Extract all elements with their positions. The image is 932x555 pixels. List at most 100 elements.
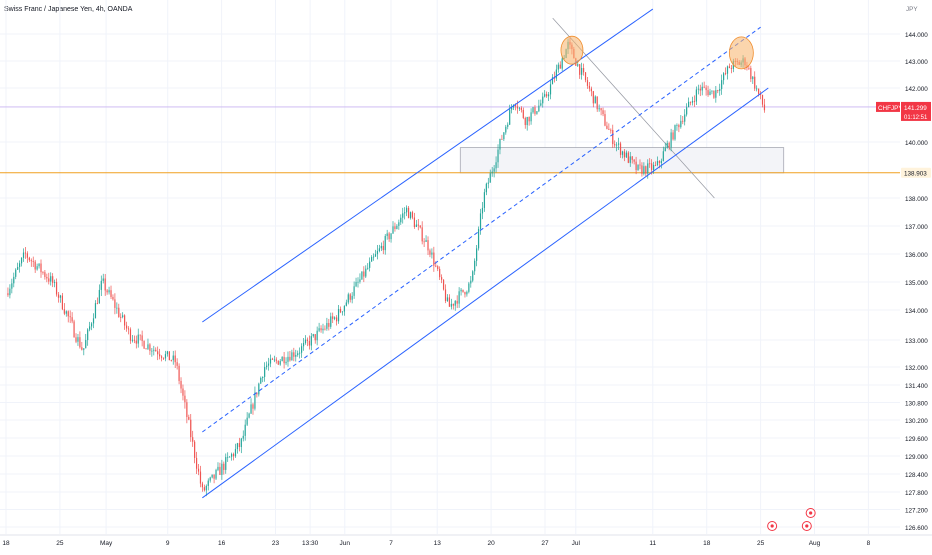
candle-body xyxy=(160,356,163,358)
candle-body xyxy=(474,260,476,272)
candle-body xyxy=(518,107,521,109)
candle-body xyxy=(557,64,559,70)
candle-body xyxy=(433,252,435,266)
candle-body xyxy=(647,163,649,174)
candle-body xyxy=(627,152,629,163)
candle-body xyxy=(155,349,157,352)
candle-body xyxy=(135,340,137,344)
candle-body xyxy=(419,225,421,228)
candle-body xyxy=(528,117,530,122)
candle-body xyxy=(551,77,554,85)
candle-body xyxy=(728,66,731,69)
candle-body xyxy=(723,73,725,81)
candle-body xyxy=(476,248,478,261)
candle-body xyxy=(36,266,38,270)
candle-body xyxy=(380,245,382,249)
candle-body xyxy=(614,144,616,146)
candle-body xyxy=(361,271,363,280)
candle-body xyxy=(386,233,388,236)
candle-body xyxy=(590,88,592,92)
x-tick-label: Jun xyxy=(340,540,351,547)
candle-body xyxy=(65,311,67,314)
candle-body xyxy=(207,480,209,486)
candle-body xyxy=(538,105,540,112)
candle-body xyxy=(320,328,322,331)
candle-body xyxy=(633,159,635,162)
candle-body xyxy=(147,344,149,349)
candle-body xyxy=(582,67,585,73)
candle-body xyxy=(468,283,470,292)
y-tick-label: 134.000 xyxy=(905,308,928,315)
x-tick-label: 11 xyxy=(649,540,656,547)
y-tick-label: 127.200 xyxy=(905,508,928,515)
candle-body xyxy=(61,295,64,310)
candle-body xyxy=(277,360,279,365)
candle-body xyxy=(688,101,690,108)
candle-body xyxy=(285,361,287,364)
candle-body xyxy=(131,339,134,341)
candle-body xyxy=(610,129,612,131)
candle-body xyxy=(678,125,680,128)
y-tick-label: 140.000 xyxy=(905,140,928,147)
channel-mid-line xyxy=(202,26,761,433)
candle-body xyxy=(100,280,102,290)
candle-body xyxy=(87,329,89,341)
candle-body xyxy=(258,383,260,395)
candle-body xyxy=(75,337,77,342)
candle-body xyxy=(625,152,627,158)
candle-body xyxy=(201,483,204,488)
candle-body xyxy=(707,90,709,96)
candle-body xyxy=(30,260,32,262)
candle-body xyxy=(697,88,699,90)
y-tick-label: 131.400 xyxy=(905,383,928,390)
x-tick-label: 23 xyxy=(272,540,280,547)
candle-body xyxy=(367,267,369,269)
candle-body xyxy=(34,261,36,270)
candle-body xyxy=(616,144,618,146)
candle-body xyxy=(299,352,301,354)
candle-body xyxy=(617,143,620,145)
candle-body xyxy=(137,334,139,344)
candle-body xyxy=(318,328,320,331)
candle-body xyxy=(431,252,433,255)
candle-body xyxy=(124,315,126,326)
candle-body xyxy=(511,107,513,110)
candle-body xyxy=(483,192,486,208)
candle-body xyxy=(229,456,231,458)
candle-body xyxy=(166,351,169,355)
y-tick-label: 133.000 xyxy=(905,338,928,345)
candle-body xyxy=(754,76,756,89)
candle-body xyxy=(28,257,30,261)
candle-body xyxy=(145,348,147,350)
candle-body xyxy=(651,163,653,170)
candle-body xyxy=(544,94,546,97)
candle-body xyxy=(184,395,186,403)
candle-body xyxy=(406,207,408,213)
candle-body xyxy=(763,104,766,111)
candle-body xyxy=(382,245,384,251)
candle-body xyxy=(652,164,655,170)
candle-body xyxy=(188,417,190,420)
candle-body xyxy=(116,307,118,309)
candle-body xyxy=(287,356,289,362)
candle-body xyxy=(495,162,497,169)
candle-body xyxy=(637,164,639,171)
candle-body xyxy=(503,132,505,140)
candle-body xyxy=(413,217,415,227)
y-tick-label: 128.400 xyxy=(905,472,928,479)
candle-body xyxy=(547,94,550,97)
candle-body xyxy=(680,120,682,128)
candle-body xyxy=(699,88,701,91)
candle-body xyxy=(450,303,452,307)
candle-body xyxy=(295,354,297,357)
candle-body xyxy=(246,417,248,425)
candle-body xyxy=(44,272,46,277)
candle-body xyxy=(717,90,719,91)
countdown-tag: 01:12:51 xyxy=(904,115,928,121)
candle-body xyxy=(46,276,48,279)
candle-body xyxy=(448,297,451,307)
candle-body xyxy=(48,278,50,282)
y-axis-currency: JPY xyxy=(906,6,918,13)
